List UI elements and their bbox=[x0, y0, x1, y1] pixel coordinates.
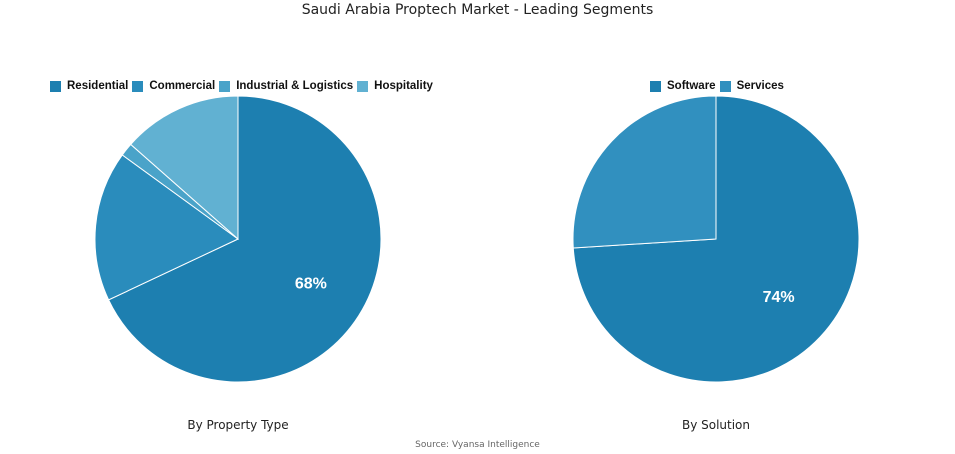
legend-item-software: Software bbox=[650, 80, 716, 92]
data-label-property-type-residential: 68% bbox=[295, 276, 327, 293]
legend-swatch bbox=[132, 80, 144, 92]
legend-item-hospitality: Hospitality bbox=[357, 80, 433, 92]
legend-label: Commercial bbox=[149, 80, 216, 92]
pie-slice-property-type-hospitality bbox=[130, 95, 239, 241]
legend-property-type: Residential Commercial Industrial & Logist… bbox=[50, 80, 437, 92]
legend-item-residential: Residential bbox=[50, 80, 128, 92]
pie-slice-property-type-commercial bbox=[94, 154, 239, 301]
legend-swatch bbox=[650, 80, 661, 92]
legend-label: Software bbox=[667, 80, 716, 92]
data-label-solution-software: 74% bbox=[763, 289, 795, 306]
legend-label: Residential bbox=[67, 80, 129, 92]
legend-swatch bbox=[219, 80, 231, 92]
legend-label: Hospitality bbox=[374, 80, 433, 92]
legend-solution: Software Services bbox=[650, 80, 788, 92]
legend-item-services: Services bbox=[719, 80, 784, 92]
caption-property-type: By Property Type bbox=[187, 418, 289, 432]
legend-item-industrial-and-logistics: Industrial & Logistics bbox=[219, 80, 353, 92]
legend-swatch bbox=[357, 80, 369, 92]
caption-solution: By Solution bbox=[681, 418, 751, 432]
pie-slice-property-type-residential bbox=[107, 95, 382, 383]
legend-swatch bbox=[50, 80, 61, 92]
legend-swatch bbox=[719, 80, 731, 92]
legend-label: Industrial & Logistics bbox=[236, 80, 354, 92]
source-note: Source: Vyansa Intelligence bbox=[415, 440, 540, 450]
legend-label: Services bbox=[736, 80, 784, 92]
pie-slice-solution-services bbox=[572, 95, 717, 249]
legend-item-commercial: Commercial bbox=[132, 80, 215, 92]
chart-title: Saudi Arabia Proptech Market - Leading S… bbox=[301, 2, 654, 18]
